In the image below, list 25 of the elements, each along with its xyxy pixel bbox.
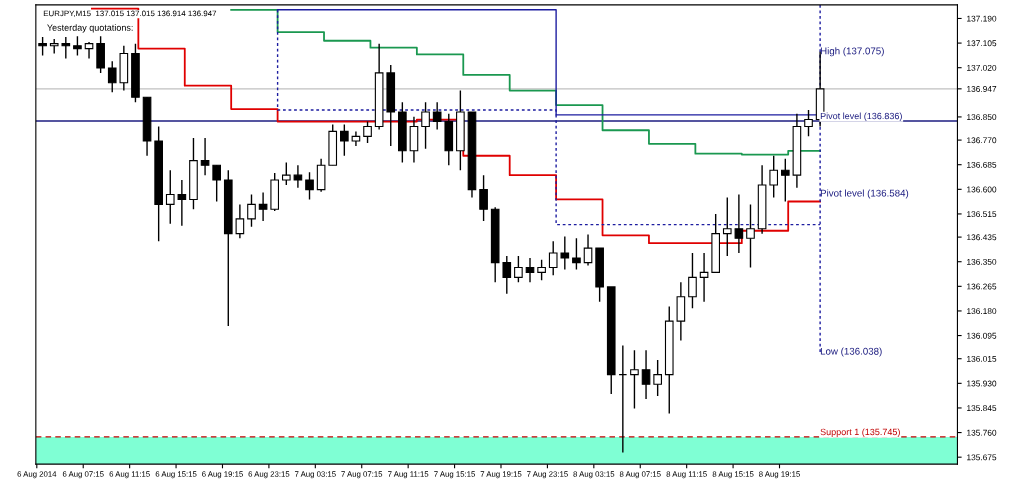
annotation: Low (136.038) xyxy=(820,347,882,357)
y-tick-label: 137.105 xyxy=(967,40,997,47)
ref-line-label: Pivot level (136.836) xyxy=(820,112,902,121)
y-tick-label: 136.265 xyxy=(967,283,997,290)
y-tick-label: 136.685 xyxy=(967,161,997,168)
y-tick-label: 136.015 xyxy=(967,355,997,362)
y-tick-label: 136.350 xyxy=(967,258,997,265)
y-tick-label: 135.845 xyxy=(967,405,997,412)
y-tick-label: 136.095 xyxy=(967,332,997,339)
y-tick-label: 137.020 xyxy=(967,64,997,71)
annotation: High (137.075) xyxy=(820,47,884,57)
y-tick-label: 135.675 xyxy=(967,454,997,461)
ref-line-label: Support 1 (135.745) xyxy=(820,428,900,437)
y-tick-label: 136.180 xyxy=(967,308,997,315)
y-tick-label: 135.760 xyxy=(967,429,997,436)
y-tick-label: 136.600 xyxy=(967,186,997,193)
y-tick-label: 136.947 xyxy=(967,86,997,92)
y-tick-label: 136.770 xyxy=(967,137,997,144)
y-tick-label: 135.930 xyxy=(967,380,997,387)
y-tick-label: 137.190 xyxy=(967,15,997,22)
annotation: Yesterday quotations: xyxy=(47,24,133,33)
y-tick-label: 136.435 xyxy=(967,234,997,241)
y-tick-label: 136.515 xyxy=(967,211,997,218)
annotation: Pivot level (136.584) xyxy=(820,189,909,199)
y-tick-label: 136.850 xyxy=(967,114,997,121)
